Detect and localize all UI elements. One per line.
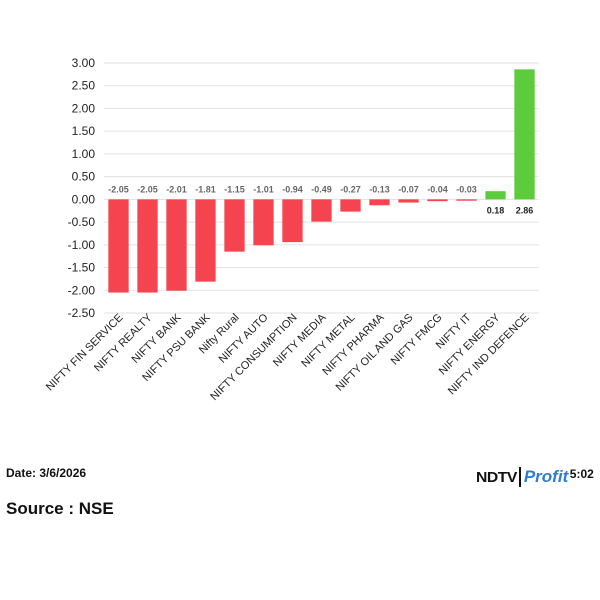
data-label: -0.27	[340, 184, 361, 194]
y-tick-label: 2.50	[72, 79, 96, 93]
data-label: 0.18	[487, 205, 505, 215]
y-tick-label: -1.50	[68, 261, 96, 275]
bar-nifty-rural	[224, 199, 245, 252]
logo-ndtv-text: NDTV	[476, 468, 517, 486]
data-labels: -2.05 -2.05 -2.01 -1.81 -1.15 -1.01 -0.94 -0.49…	[108, 184, 533, 215]
y-axis-ticks: 3.00 2.50 2.00 1.50 1.00 0.50 0.00 -0.50 -1.00 -1…	[68, 56, 96, 320]
data-label: 2.86	[516, 205, 534, 215]
bar-nifty-fmcg	[427, 199, 448, 202]
y-tick-label: -0.50	[68, 215, 96, 229]
bar-chart: 3.00 2.50 2.00 1.50 1.00 0.50 0.00 -0.50 -1.00 -1…	[44, 56, 539, 403]
data-label: -0.49	[311, 184, 332, 194]
logo-profit-text: Profit	[518, 467, 568, 487]
y-tick-label: -2.50	[68, 306, 96, 320]
bar-nifty-energy	[485, 191, 506, 200]
y-tick-label: 2.00	[72, 101, 96, 115]
y-tick-label: 1.50	[72, 124, 96, 138]
data-label: -0.04	[427, 184, 448, 194]
data-label: -1.15	[224, 184, 245, 194]
data-label: -1.01	[253, 184, 274, 194]
ndtv-profit-logo: NDTV Profit	[476, 466, 571, 488]
source-label: Source : NSE	[6, 499, 114, 518]
data-label: -2.01	[166, 184, 187, 194]
bar-nifty-consumption	[282, 199, 303, 243]
y-tick-label: -1.00	[68, 238, 96, 252]
bars	[108, 69, 535, 293]
bar-nifty-ind-defence	[514, 69, 535, 200]
data-label: -2.05	[137, 184, 158, 194]
data-label: -2.05	[108, 184, 129, 194]
y-tick-label: 0.00	[72, 192, 96, 206]
bar-nifty-fin-service	[108, 199, 129, 293]
y-tick-label: 3.00	[72, 56, 96, 70]
data-label: -0.13	[369, 184, 390, 194]
y-tick-label: 0.50	[72, 170, 96, 184]
bar-nifty-auto	[253, 199, 274, 246]
data-label: -1.81	[195, 184, 216, 194]
y-tick-label: 1.00	[72, 147, 96, 161]
data-label: -0.94	[282, 184, 303, 194]
bar-nifty-psu-bank	[195, 199, 216, 282]
bar-nifty-realty	[137, 199, 158, 293]
bar-nifty-pharma	[369, 199, 390, 206]
bar-nifty-bank	[166, 199, 187, 291]
date-label: Date: 3/6/2026	[6, 466, 87, 480]
bar-nifty-it	[456, 199, 477, 201]
bar-nifty-media	[311, 199, 332, 222]
data-label: -0.03	[456, 184, 477, 194]
bar-nifty-oil-and-gas	[398, 199, 419, 203]
bar-nifty-metal	[340, 199, 361, 212]
y-tick-label: -2.00	[68, 283, 96, 297]
data-label: -0.07	[398, 184, 419, 194]
